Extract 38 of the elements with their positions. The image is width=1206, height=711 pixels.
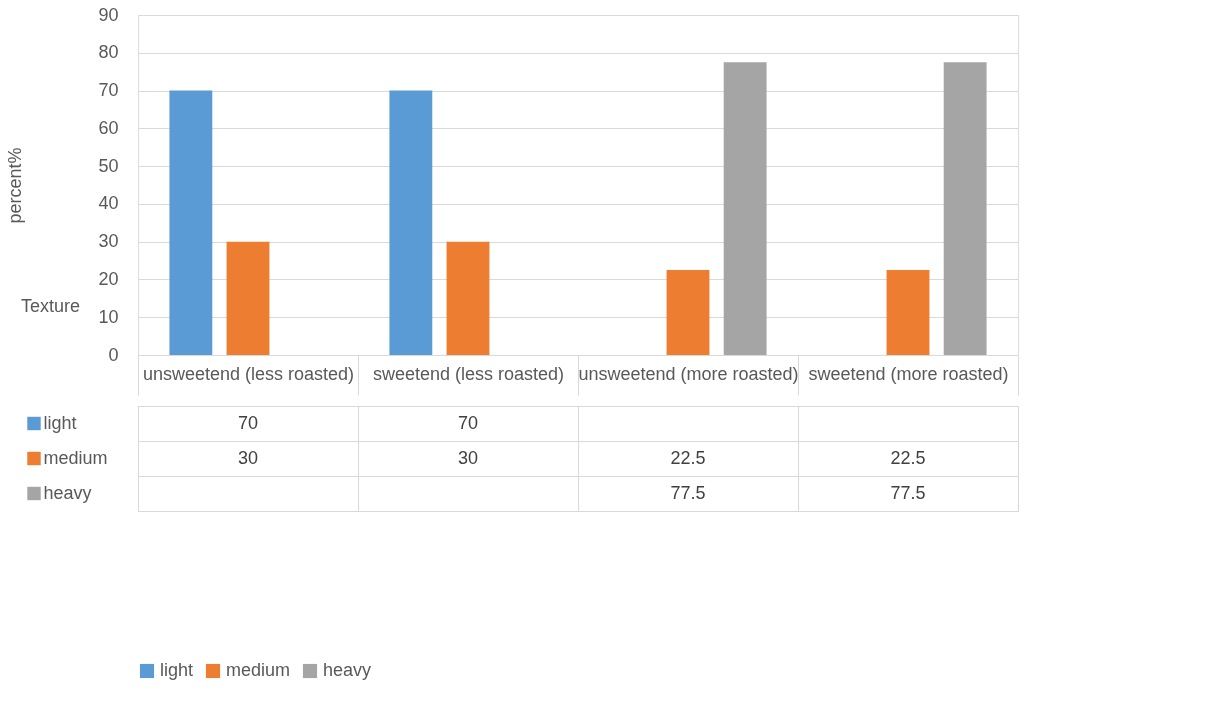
y-tick-label: 10: [98, 306, 119, 327]
legend-label: light: [43, 413, 77, 433]
text: heavy: [43, 483, 92, 503]
x-tick-label: sweetend (more roasted): [808, 363, 1009, 384]
y-tick-label: 0: [108, 344, 119, 365]
y-tick-label: 50: [98, 155, 119, 176]
x-tick-label: sweetend (less roasted): [372, 363, 565, 384]
bar: [943, 62, 987, 355]
y-tick-label: 40: [98, 193, 119, 214]
data-label: 70: [237, 412, 259, 433]
data-label: 77.5: [670, 482, 706, 503]
legend-label: heavy: [323, 660, 372, 680]
bar: [169, 90, 213, 355]
text: light: [160, 660, 194, 680]
x-tick-label: unsweetend (less roasted): [142, 363, 355, 384]
data-label: 30: [237, 447, 259, 468]
bar: [226, 241, 270, 355]
bar: [446, 241, 490, 355]
bar: [666, 270, 710, 355]
bar: [389, 90, 433, 355]
bar: [723, 62, 767, 355]
data-label: 22.5: [670, 447, 706, 468]
y-tick-label: 20: [98, 268, 119, 289]
data-label: 30: [457, 447, 479, 468]
y-tick-label: 70: [98, 80, 119, 101]
y-tick-label: 90: [98, 4, 119, 25]
bar: [886, 270, 930, 355]
y-axis-title: percent%: [4, 147, 25, 224]
data-label: 22.5: [890, 447, 926, 468]
data-label: 70: [457, 412, 479, 433]
y-tick-label: 30: [98, 231, 119, 252]
legend-label: medium: [43, 448, 108, 468]
text: medium: [226, 660, 291, 680]
x-tick-label: unsweetend (more roasted): [578, 363, 799, 384]
y-tick-label: 80: [98, 42, 119, 63]
data-label: 77.5: [890, 482, 926, 503]
text: Texture: [20, 296, 80, 317]
y-tick-label: 60: [98, 117, 119, 138]
